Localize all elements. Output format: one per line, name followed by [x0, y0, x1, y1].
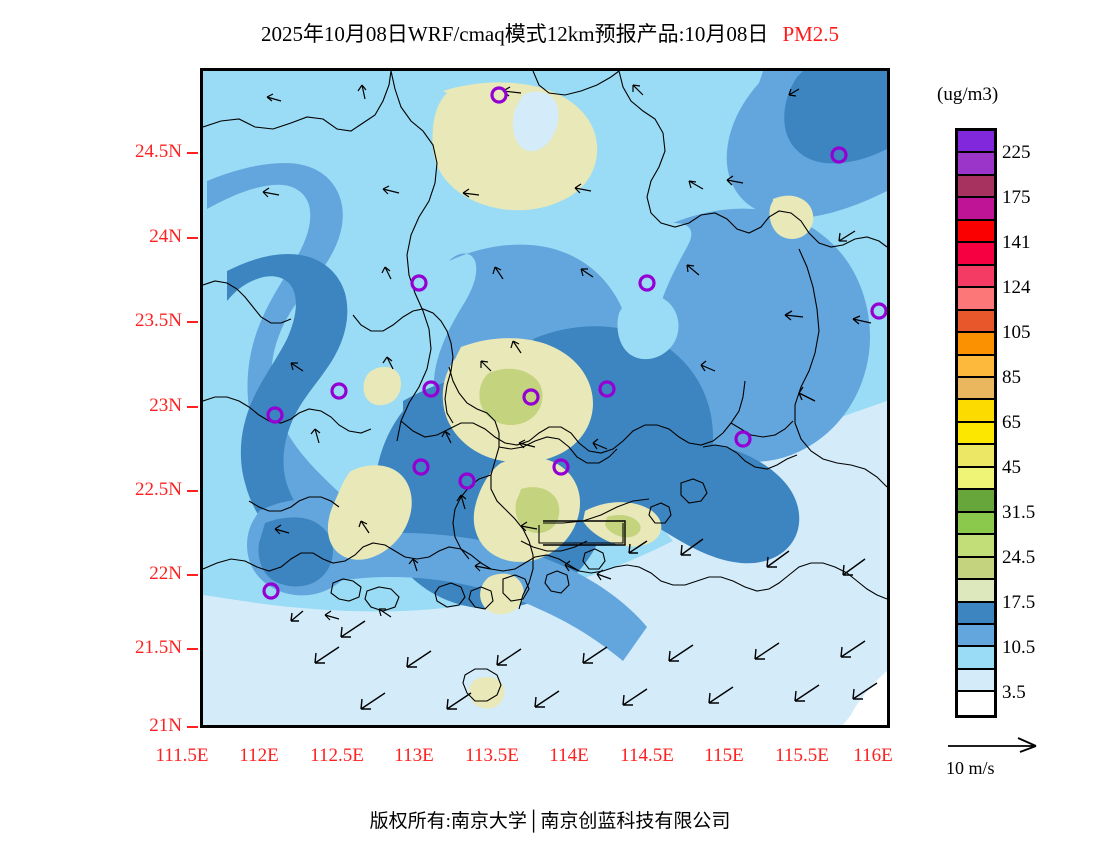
colorbar-label: 10.5 — [1002, 636, 1036, 658]
longitude-axis: 111.5E 112E 112.5E 113E 113.5E 114E 114.… — [0, 745, 1100, 785]
colorbar-label: 65 — [1002, 412, 1021, 433]
x-axis-label: 111.5E — [155, 745, 209, 766]
y-axis-tick — [187, 490, 198, 492]
colorbar-segment — [958, 198, 994, 221]
colorbar-label: 124 — [1002, 277, 1031, 299]
colorbar-label: 17.5 — [1002, 591, 1036, 613]
wind-scale-key: 10 m/s — [944, 732, 1094, 792]
arrow-right-icon — [948, 737, 1037, 753]
x-axis-label: 115E — [704, 745, 744, 766]
copyright-footer: 版权所有:南京大学│南京创蓝科技有限公司 — [369, 811, 731, 832]
y-axis-label: 21.5N — [135, 637, 182, 658]
y-axis-tick — [187, 648, 198, 650]
x-axis-label: 114E — [549, 745, 589, 766]
colorbar-segment — [958, 400, 994, 423]
latitude-axis: 24.5N 24N 23.5N 23N 22.5N 22N 21.5N 21N — [0, 0, 200, 850]
colorbar-segment — [958, 445, 994, 468]
colorbar-segment — [958, 647, 994, 670]
colorbar-units-label: (ug/m3) — [937, 84, 999, 105]
wind-scale-label: 10 m/s — [946, 758, 995, 778]
x-axis-label: 116E — [853, 745, 893, 766]
colorbar-segment — [958, 288, 994, 311]
colorbar-segment — [958, 490, 994, 513]
colorbar-label: 24.5 — [1002, 546, 1036, 568]
colorbar-segment — [958, 692, 994, 715]
colorbar-segment — [958, 624, 994, 648]
y-axis-tick — [187, 237, 198, 239]
colorbar-segment — [958, 602, 994, 625]
colorbar-segment — [958, 669, 994, 693]
colorbar[interactable] — [955, 128, 997, 718]
y-axis-label: 22N — [149, 563, 182, 584]
colorbar-segment — [958, 535, 994, 558]
y-axis-label: 22.5N — [135, 479, 182, 500]
colorbar-segment — [958, 153, 994, 176]
colorbar-segment — [958, 355, 994, 378]
pm25-contour-map — [203, 71, 887, 725]
y-axis-tick — [187, 406, 198, 408]
colorbar-segment — [958, 310, 994, 334]
colorbar-label: 85 — [1002, 367, 1021, 389]
x-axis-label: 112.5E — [310, 745, 364, 766]
y-axis-label: 23.5N — [135, 310, 182, 331]
colorbar-segment — [958, 220, 994, 244]
title-species: PM2.5 — [782, 22, 840, 46]
colorbar-segment — [958, 243, 994, 266]
colorbar-segment — [958, 333, 994, 356]
y-axis-label: 24N — [149, 226, 182, 247]
colorbar-segment — [958, 422, 994, 446]
colorbar-label: 45 — [1002, 456, 1021, 478]
y-axis-label: 21N — [149, 715, 182, 736]
colorbar-segment — [958, 580, 994, 603]
colorbar-segment — [958, 131, 994, 154]
colorbar-segment — [958, 377, 994, 401]
x-axis-label: 115.5E — [775, 745, 829, 766]
colorbar-segment — [958, 175, 994, 199]
colorbar-label: 141 — [1002, 232, 1031, 254]
y-axis-tick — [187, 321, 198, 323]
x-axis-label: 113E — [394, 745, 434, 766]
colorbar-label: 175 — [1002, 187, 1031, 209]
colorbar-segment — [958, 265, 994, 289]
colorbar-label: 225 — [1002, 142, 1031, 164]
y-axis-tick — [187, 574, 198, 576]
x-axis-label: 114.5E — [620, 745, 674, 766]
map-plot-area[interactable] — [200, 68, 890, 728]
title-main: 2025年10月08日WRF/cmaq模式12km预报产品:10月08日 — [260, 22, 769, 46]
y-axis-label: 24.5N — [135, 141, 182, 162]
colorbar-label: 31.5 — [1002, 501, 1036, 523]
y-axis-tick — [187, 726, 198, 728]
x-axis-label: 113.5E — [465, 745, 519, 766]
page-title: 2025年10月08日WRF/cmaq模式12km预报产品:10月08日 PM2.… — [0, 18, 1100, 48]
colorbar-segment — [958, 467, 994, 491]
colorbar-label: 105 — [1002, 322, 1031, 344]
colorbar-segment — [958, 557, 994, 581]
colorbar-tick-labels: 225 175 141 124 105 85 65 45 31.5 24.5 17.5 10.5 3.5 — [1002, 128, 1100, 718]
colorbar-segment — [958, 512, 994, 536]
y-axis-tick — [187, 152, 198, 154]
x-axis-label: 112E — [239, 745, 279, 766]
colorbar-label: 3.5 — [1002, 681, 1026, 703]
y-axis-label: 23N — [149, 395, 182, 416]
